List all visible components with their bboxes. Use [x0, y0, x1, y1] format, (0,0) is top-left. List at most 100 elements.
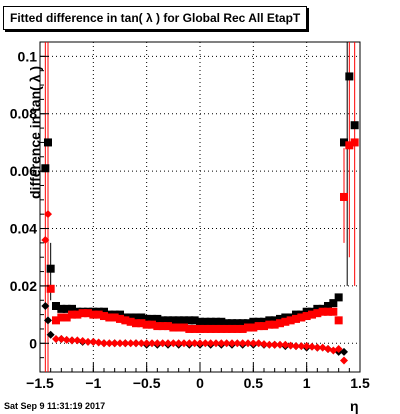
diamond-marker [73, 336, 82, 345]
diamond-marker [302, 342, 311, 351]
square-marker [158, 316, 167, 325]
square-marker [222, 319, 231, 328]
square-marker [302, 312, 311, 321]
square-marker [153, 314, 162, 323]
square-marker [297, 313, 306, 322]
square-marker [329, 299, 338, 308]
diamond-marker [94, 338, 103, 347]
diamond-marker [228, 339, 236, 348]
square-marker [270, 320, 279, 329]
x-tick-label: −0.5 [133, 375, 161, 391]
square-marker [308, 310, 316, 319]
diamond-marker [233, 339, 242, 348]
square-marker [313, 304, 322, 313]
square-marker [169, 316, 178, 325]
square-marker [52, 316, 60, 325]
square-marker [238, 324, 247, 333]
diamond-marker [308, 342, 316, 351]
axes: −1.5 −1 −0.5 0 0.5 1 1.5 0 0.02 0.04 0.06 0.08 0.1 [10, 41, 370, 391]
diamond-marker [206, 339, 215, 348]
square-marker [265, 320, 274, 329]
diamond-marker [46, 330, 55, 339]
square-marker [233, 319, 242, 328]
square-marker [89, 310, 98, 319]
y-tick-label: 0.02 [10, 278, 37, 294]
square-marker [164, 322, 172, 331]
square-marker [169, 323, 178, 332]
square-marker [329, 307, 338, 316]
square-marker [286, 316, 295, 325]
diamond-marker [292, 342, 300, 351]
square-marker [110, 313, 119, 322]
square-marker [254, 317, 263, 326]
square-marker [206, 324, 215, 333]
y-tick-label: 0.08 [10, 106, 37, 122]
square-marker [52, 302, 60, 310]
square-marker [345, 72, 354, 81]
square-marker [62, 304, 71, 313]
diamond-marker [110, 339, 119, 348]
square-marker [132, 319, 140, 328]
date-stamp: Sat Sep 9 11:31:19 2017 [4, 401, 106, 411]
diamond-marker [270, 340, 279, 349]
square-marker [148, 320, 156, 329]
diamond-marker [142, 339, 151, 348]
square-marker [217, 317, 226, 326]
diamond-marker [158, 339, 167, 348]
square-marker [73, 310, 82, 319]
square-marker [126, 313, 135, 322]
square-marker [334, 293, 343, 302]
square-marker [190, 324, 199, 333]
square-marker [180, 323, 188, 332]
diamond-marker [89, 337, 98, 346]
diamond-marker [100, 339, 108, 348]
diamond-marker [132, 339, 140, 348]
square-marker [132, 313, 140, 322]
square-marker [46, 264, 55, 273]
square-marker [238, 319, 247, 328]
square-marker [249, 317, 258, 326]
y-axis-label: difference in tan( λ ) [27, 65, 43, 199]
diamond-marker [297, 342, 306, 351]
y-tick-label: 0.1 [18, 48, 38, 64]
diamond-marker [41, 302, 50, 310]
x-tick-label: −1 [85, 375, 101, 391]
diamond-marker [265, 340, 274, 349]
diamond-marker [174, 339, 183, 348]
square-marker [68, 304, 76, 313]
square-marker [196, 324, 204, 333]
square-marker [46, 284, 55, 293]
square-marker [270, 316, 279, 325]
square-marker [324, 302, 332, 310]
square-marker [116, 314, 124, 323]
square-marker [228, 319, 236, 328]
square-marker [260, 317, 268, 326]
square-marker [292, 314, 300, 323]
diamond-marker [201, 339, 210, 348]
diamond-marker [137, 339, 146, 348]
diamond-marker [340, 347, 348, 356]
square-marker [158, 322, 167, 331]
square-marker [217, 324, 226, 333]
diamond-marker [281, 340, 290, 349]
diamond-marker [57, 335, 66, 343]
diamond-marker [41, 236, 50, 244]
square-marker [302, 307, 311, 316]
square-marker [222, 324, 231, 333]
square-marker [201, 317, 210, 326]
square-marker [313, 309, 322, 318]
square-marker [350, 138, 359, 147]
square-marker [233, 324, 242, 333]
square-marker [201, 324, 210, 333]
x-tick-label: 0 [196, 375, 204, 391]
y-tick-label: 0.06 [10, 163, 37, 179]
square-marker [100, 307, 108, 316]
square-marker [126, 317, 135, 326]
square-marker [254, 322, 263, 331]
diamond-marker [222, 339, 231, 348]
x-tick-label: 1.5 [350, 375, 370, 391]
square-marker [281, 313, 290, 322]
square-marker [94, 310, 103, 319]
x-tick-label: −1.5 [26, 375, 54, 391]
